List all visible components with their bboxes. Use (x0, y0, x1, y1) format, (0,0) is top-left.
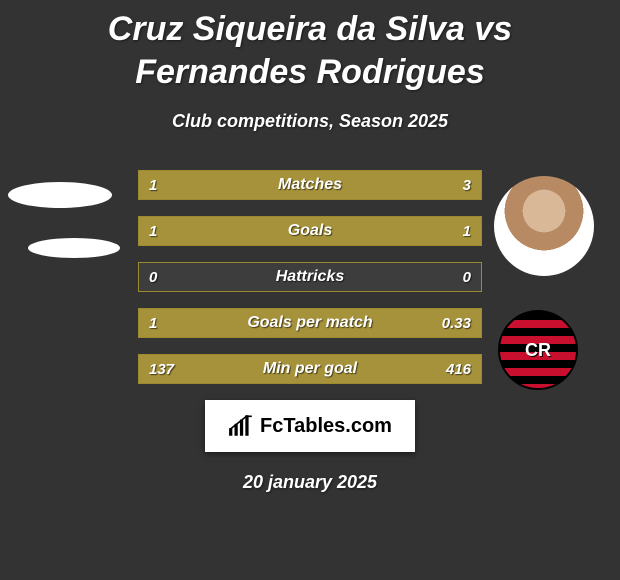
stat-row: 00Hattricks (138, 262, 482, 292)
left-club-avatar (28, 238, 120, 258)
bar-chart-icon (228, 415, 254, 437)
fctables-logo: FcTables.com (205, 400, 415, 452)
stat-row: 10.33Goals per match (138, 308, 482, 338)
stat-label: Matches (139, 171, 481, 199)
right-player-avatar (494, 176, 594, 276)
right-club-monogram: CR (525, 340, 551, 361)
subtitle: Club competitions, Season 2025 (0, 111, 620, 132)
stat-row: 13Matches (138, 170, 482, 200)
stat-row: 137416Min per goal (138, 354, 482, 384)
date: 20 january 2025 (0, 472, 620, 493)
stat-label: Goals per match (139, 309, 481, 337)
stat-label: Min per goal (139, 355, 481, 383)
right-club-avatar: CR (498, 310, 578, 390)
logo-text: FcTables.com (260, 415, 392, 438)
stat-row: 11Goals (138, 216, 482, 246)
stats-area: CR 13Matches 11Goals 00Hattricks 10.33Goals… (0, 170, 620, 400)
page-title: Cruz Siqueira da Silva vs Fernandes Rodr… (0, 0, 620, 93)
left-player-avatar (8, 182, 112, 208)
bars-container: 13Matches 11Goals 00Hattricks 10.33Goals pe… (138, 170, 482, 400)
stat-label: Hattricks (139, 263, 481, 291)
stat-label: Goals (139, 217, 481, 245)
